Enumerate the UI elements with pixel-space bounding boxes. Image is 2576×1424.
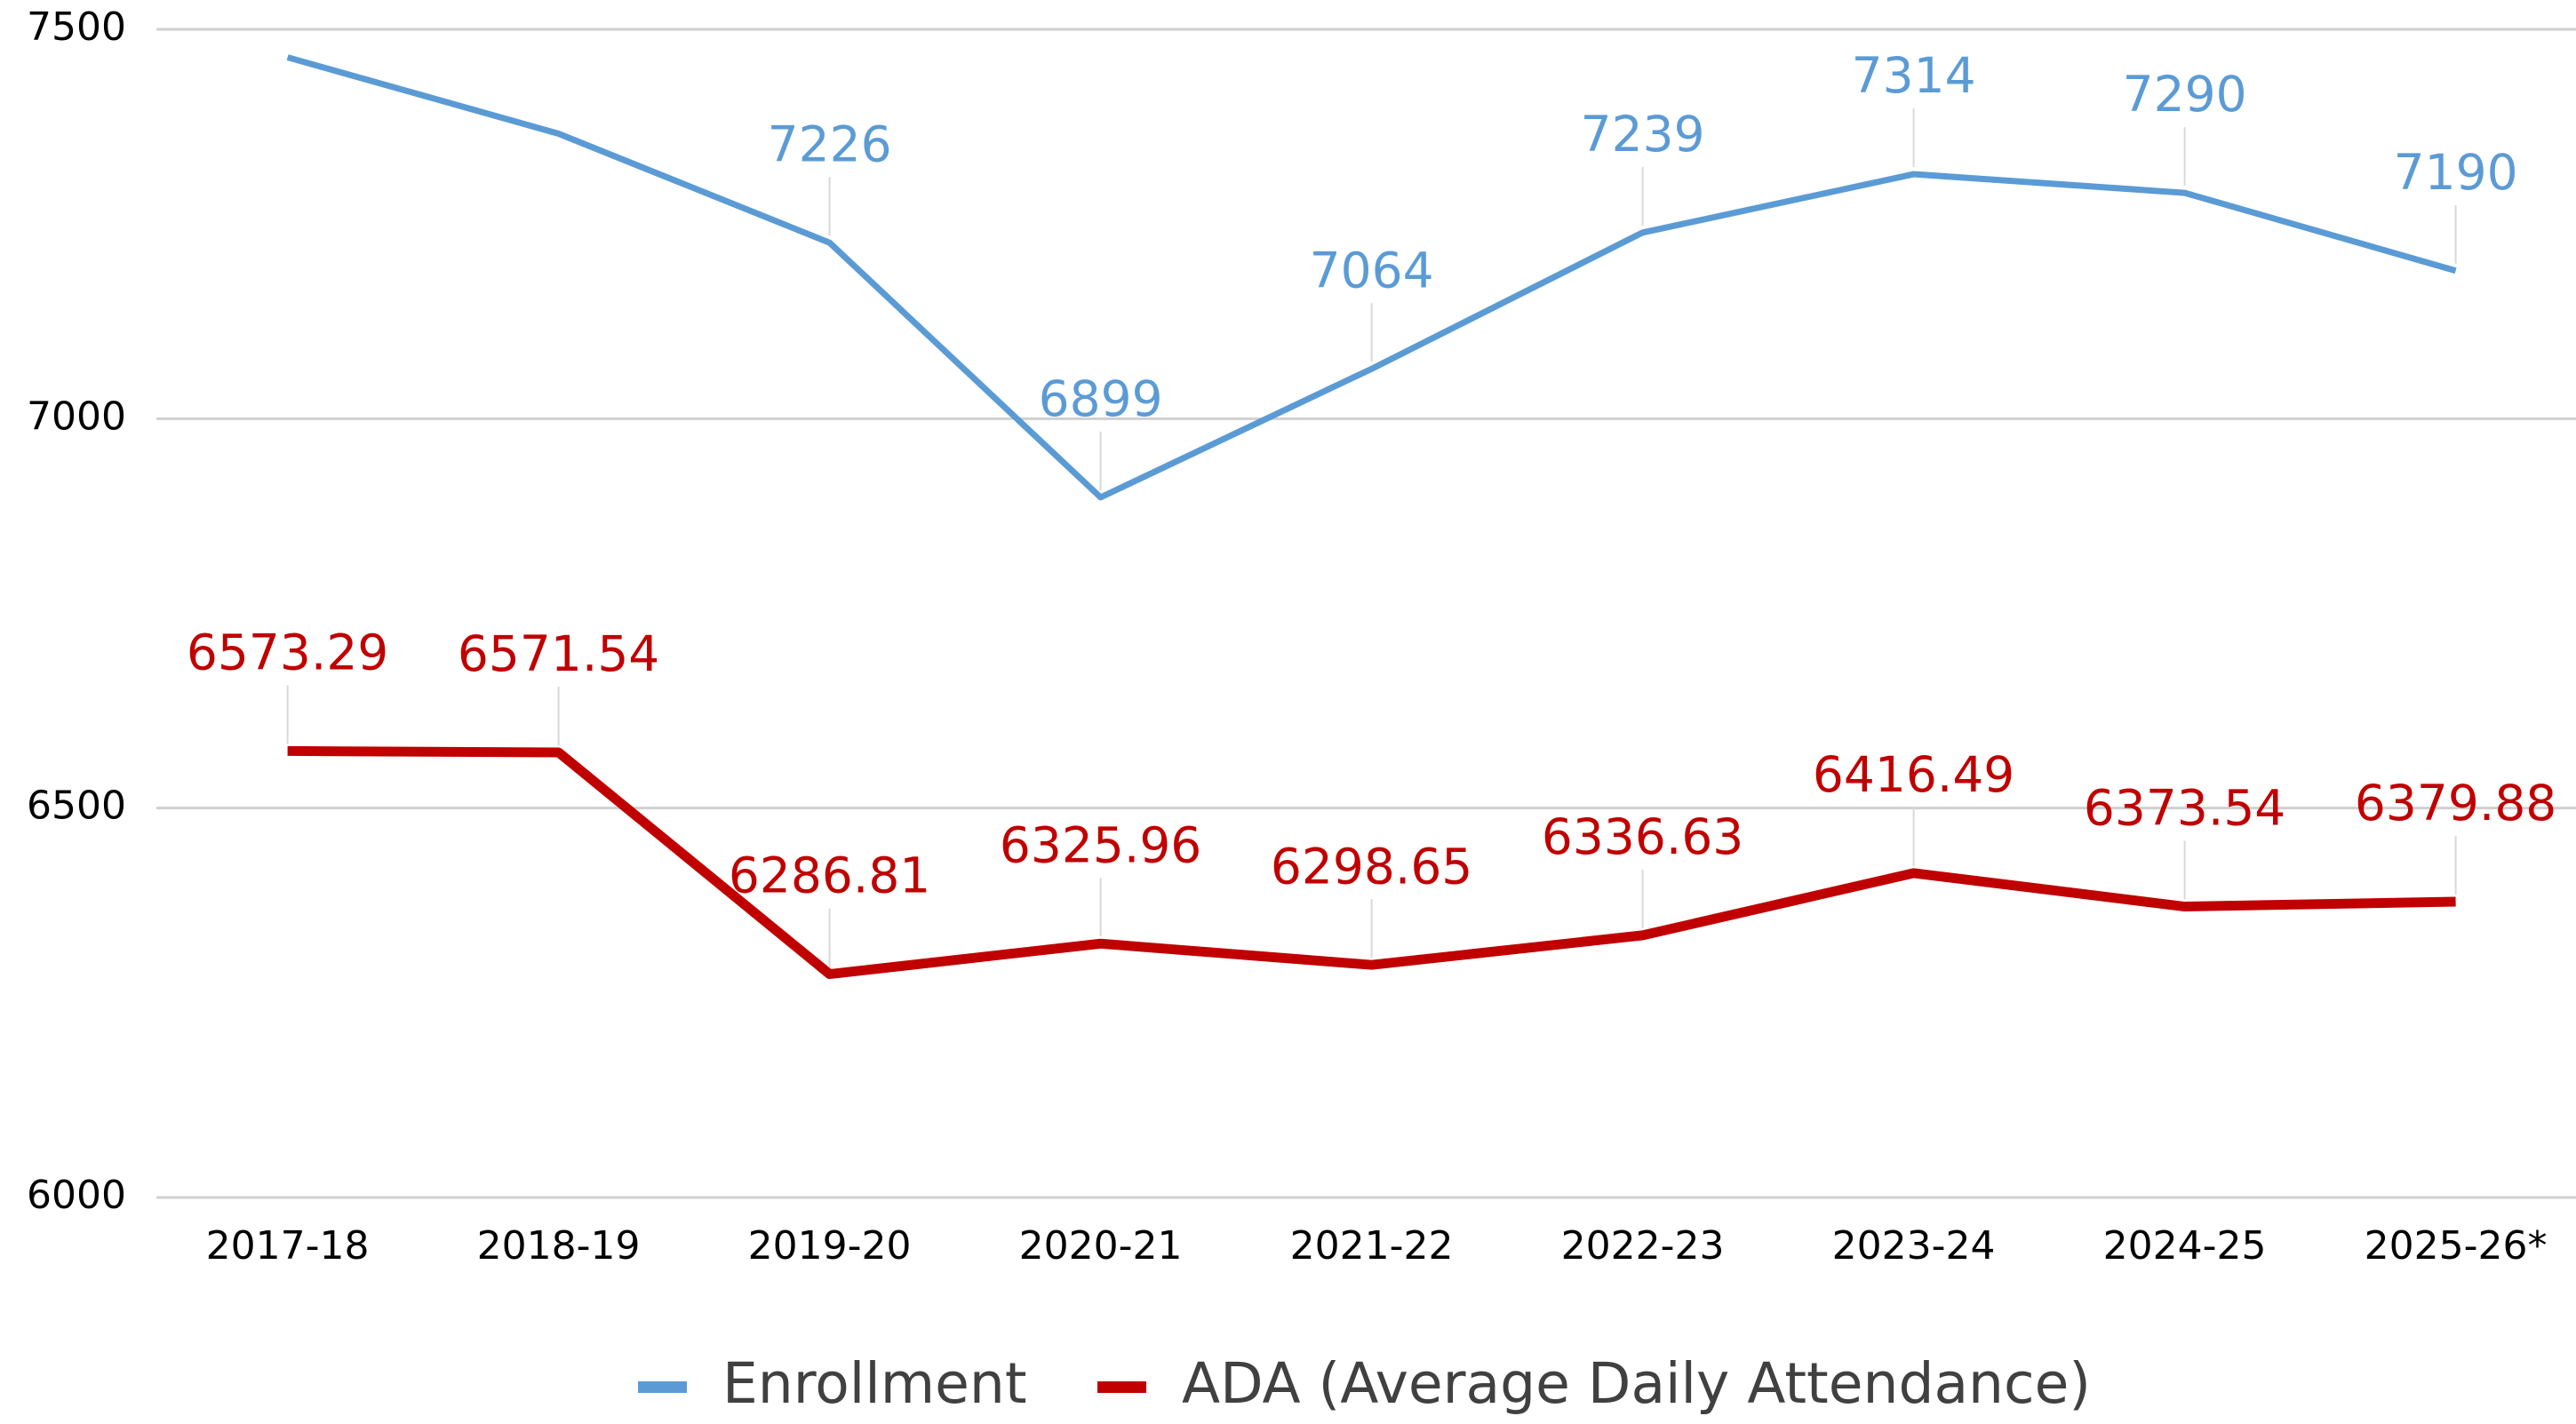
x-tick-label: 2023-24: [1832, 1223, 1996, 1269]
x-tick-label: 2019-20: [748, 1223, 912, 1269]
data-label: 6286.81: [729, 847, 930, 904]
data-label: 7226: [768, 115, 892, 172]
data-label: 7314: [1852, 47, 1976, 104]
data-label: 6571.54: [458, 625, 659, 682]
data-label: 6336.63: [1542, 808, 1743, 865]
legend-label: ADA (Average Daily Attendance): [1182, 1351, 2091, 1416]
data-label: 7064: [1310, 242, 1434, 298]
series-line: [286, 54, 2457, 501]
x-tick-label: 2018-19: [477, 1223, 641, 1269]
y-tick-label: 6500: [27, 784, 126, 829]
x-tick-label: 2025-26*: [2365, 1223, 2548, 1269]
data-label: 6899: [1039, 370, 1163, 427]
legend-swatch: [638, 1381, 687, 1393]
data-label: 7290: [2123, 66, 2247, 123]
data-label: 6573.29: [187, 624, 388, 681]
y-tick-label: 7500: [27, 4, 126, 50]
data-label: 7190: [2394, 144, 2518, 201]
legend-label: Enrollment: [722, 1351, 1027, 1416]
y-tick-label: 7000: [27, 394, 126, 439]
x-tick-label: 2021-22: [1290, 1223, 1454, 1269]
data-label: 6379.88: [2355, 775, 2556, 831]
data-label: 6416.49: [1813, 746, 2014, 803]
data-label: 6298.65: [1271, 838, 1472, 895]
series-line: [287, 745, 2456, 980]
y-tick-label: 6000: [27, 1173, 126, 1218]
data-label: 6373.54: [2084, 780, 2285, 837]
data-label: 7239: [1581, 106, 1705, 163]
x-tick-label: 2024-25: [2103, 1223, 2267, 1269]
x-tick-label: 2017-18: [206, 1223, 370, 1269]
data-label: 6325.96: [1000, 816, 1201, 873]
x-tick-label: 2020-21: [1019, 1223, 1183, 1269]
x-tick-label: 2022-23: [1561, 1223, 1725, 1269]
legend-swatch: [1097, 1381, 1146, 1393]
